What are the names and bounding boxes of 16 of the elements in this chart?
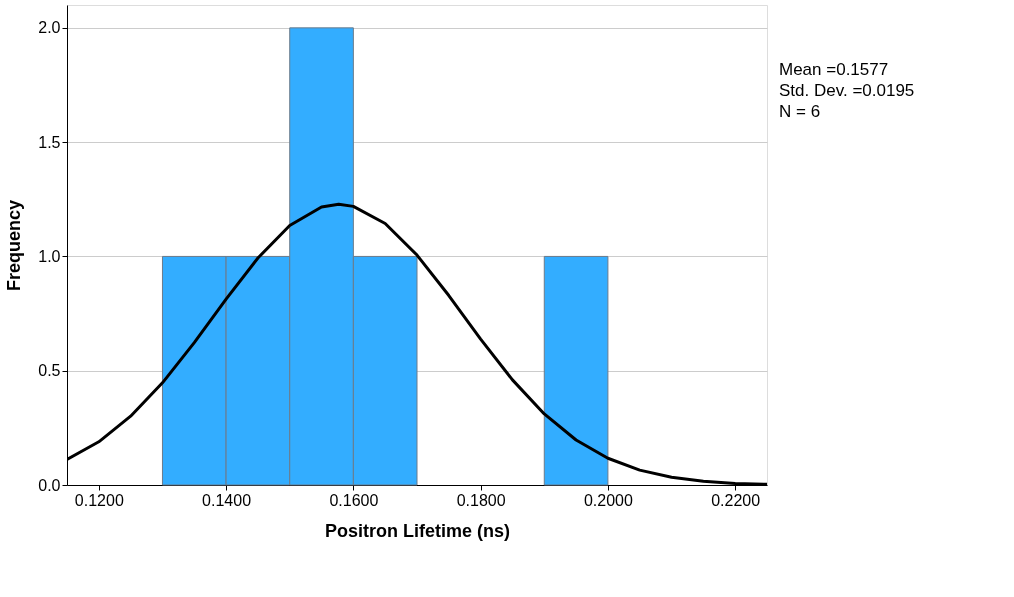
y-tick-label: 0.5 [38, 362, 61, 380]
x-tick-label: 0.1200 [74, 491, 124, 509]
text: N = 6 [779, 102, 821, 121]
text: Std. Dev. =0.0195 [779, 81, 915, 100]
x-axis-title: Positron Lifetime (ns) [324, 520, 511, 541]
y-tick-label: 0.0 [38, 476, 61, 494]
y-axis-title: Frequency [4, 199, 25, 292]
y-tick-label: 1.5 [38, 133, 61, 151]
x-tick-label: 0.1600 [329, 491, 379, 509]
x-tick-label: 0.2200 [711, 491, 761, 509]
x-tick-label: 0.1400 [202, 491, 252, 509]
x-tick-label: 0.2000 [583, 491, 633, 509]
y-tick-label: 2.0 [38, 19, 61, 37]
x-tick-label: 0.1800 [456, 491, 506, 509]
text: Mean =0.1577 [779, 60, 889, 79]
y-tick-label: 1.0 [38, 247, 61, 265]
